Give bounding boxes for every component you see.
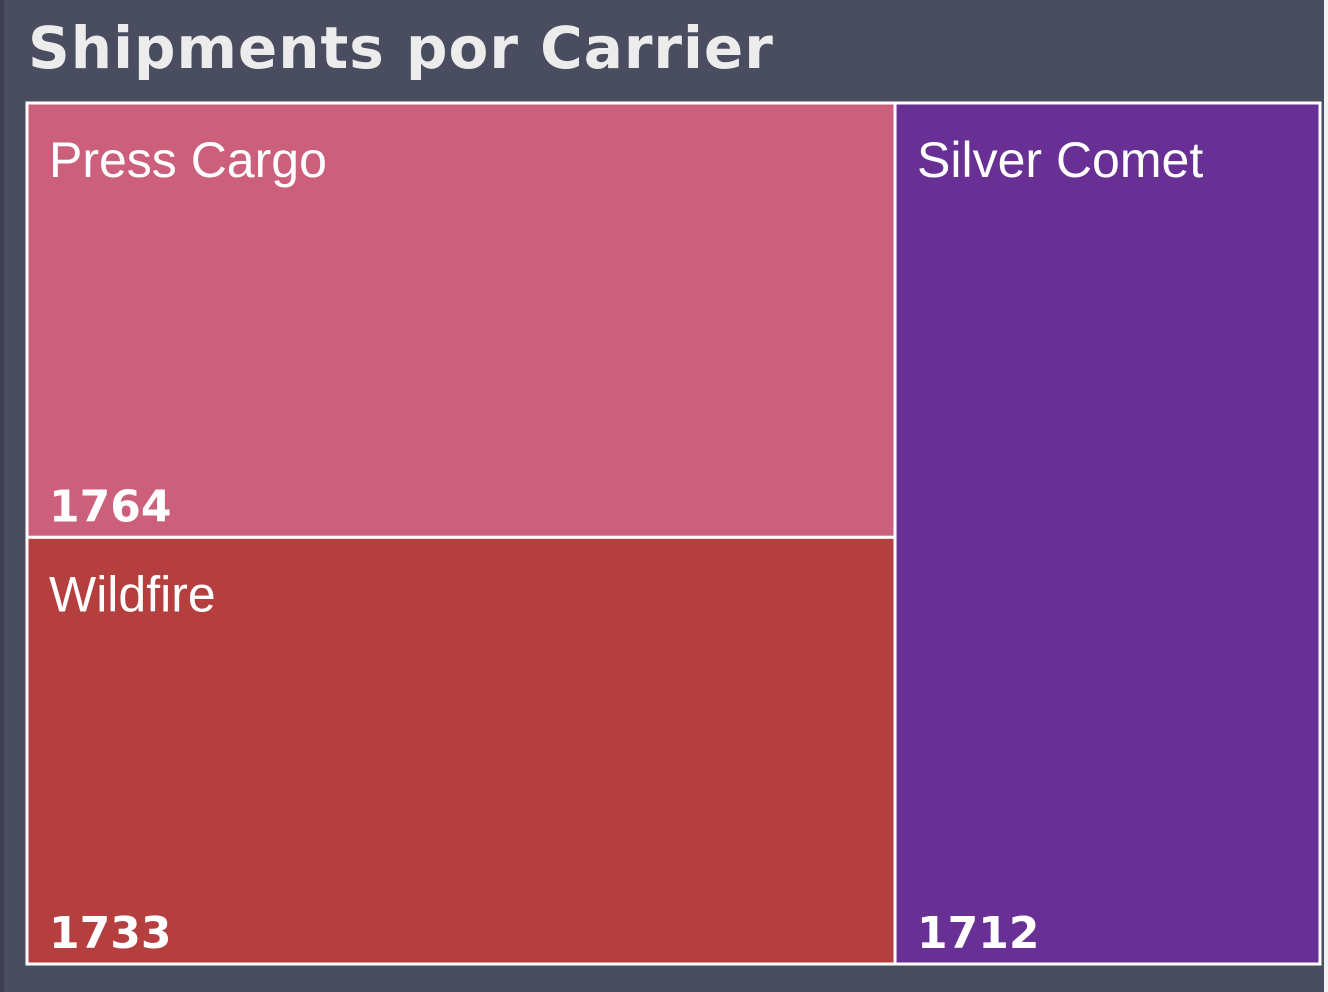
chart-title: Shipments por Carrier	[28, 14, 774, 82]
tile-value-silver-comet: 1712	[917, 908, 1039, 959]
tile-silver-comet[interactable]: Silver Comet 1712	[893, 101, 1322, 966]
tile-value-wildfire: 1733	[49, 908, 171, 959]
tile-wildfire[interactable]: Wildfire 1733	[25, 535, 897, 966]
tile-rect-press-cargo[interactable]	[25, 101, 897, 539]
panel-right-edge	[1324, 0, 1328, 992]
tile-label-press-cargo: Press Cargo	[49, 132, 327, 188]
tile-press-cargo[interactable]: Press Cargo 1764	[25, 101, 897, 539]
panel-left-edge	[0, 0, 4, 992]
tile-label-wildfire: Wildfire	[49, 566, 216, 622]
tile-rect-silver-comet[interactable]	[893, 101, 1322, 966]
tile-value-press-cargo: 1764	[49, 481, 171, 532]
tile-label-silver-comet: Silver Comet	[917, 132, 1203, 188]
tile-rect-wildfire[interactable]	[25, 535, 897, 966]
